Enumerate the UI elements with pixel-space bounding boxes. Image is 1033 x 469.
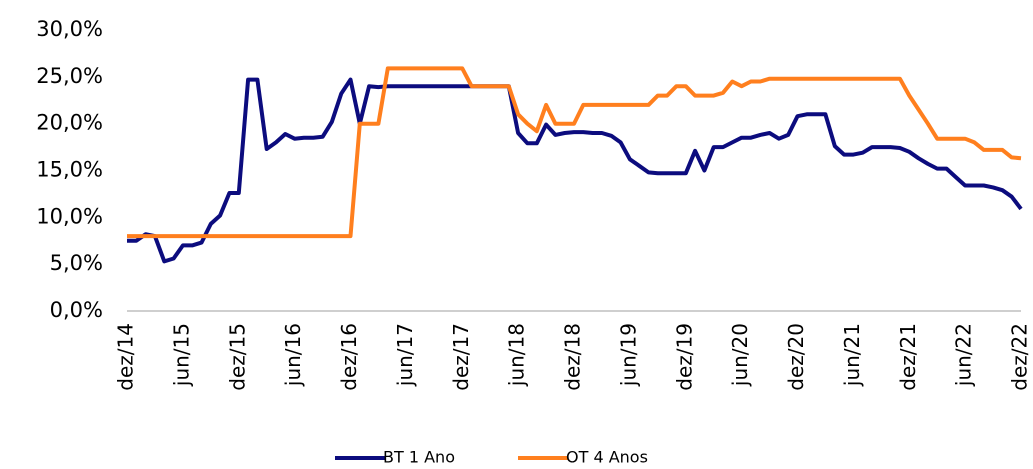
x-tick-label: jun/22 [952, 323, 976, 387]
series-line [127, 77, 1023, 264]
x-tick-label: jun/15 [169, 323, 193, 387]
x-tick-label: dez/19 [672, 323, 696, 391]
series-line [127, 66, 1022, 239]
y-tick-label: 20,0% [36, 111, 103, 135]
y-tick-label: 10,0% [36, 204, 103, 228]
x-tick-label: dez/14 [114, 323, 138, 391]
x-tick-label: jun/19 [616, 323, 640, 387]
y-tick-label: 5,0% [50, 251, 103, 275]
x-tick-label: dez/15 [225, 323, 249, 391]
x-tick-label: jun/17 [393, 323, 417, 387]
x-tick-label: dez/22 [1008, 323, 1032, 391]
legend-label: BT 1 Ano [383, 448, 455, 467]
y-tick-label: 25,0% [36, 64, 103, 88]
y-tick-label: 15,0% [36, 158, 103, 182]
x-tick-label: jun/18 [505, 323, 529, 387]
y-tick-label: 30,0% [36, 17, 103, 41]
legend-label: OT 4 Anos [566, 448, 648, 467]
x-tick-label: jun/21 [840, 323, 864, 387]
y-tick-label: 0,0% [50, 298, 103, 322]
x-tick-label: jun/20 [728, 323, 752, 387]
x-tick-label: dez/17 [449, 323, 473, 391]
x-tick-label: dez/18 [561, 323, 585, 391]
x-tick-label: dez/16 [337, 323, 361, 391]
x-tick-label: jun/16 [281, 323, 305, 387]
x-tick-label: dez/21 [896, 323, 920, 391]
x-tick-label: dez/20 [784, 323, 808, 391]
